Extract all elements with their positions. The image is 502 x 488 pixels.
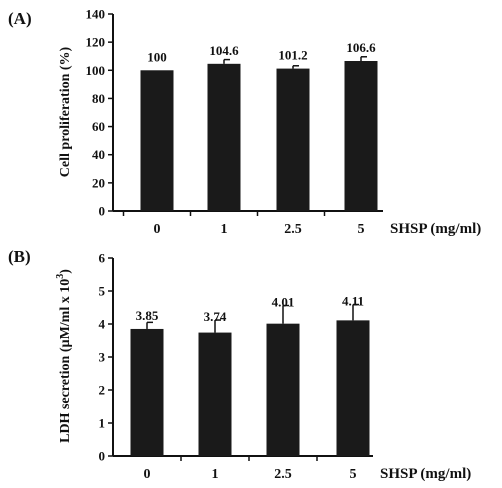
bar-b bbox=[130, 328, 164, 456]
x-axis-label-b: SHSP (mg/ml) bbox=[380, 466, 471, 482]
y-tick-label-a: 40 bbox=[92, 147, 105, 162]
x-tick-label-b: 0 bbox=[144, 467, 151, 482]
data-label-a: 101.2 bbox=[278, 48, 307, 63]
y-tick-label-b: 5 bbox=[99, 284, 106, 299]
y-axis-label-b: LDH secretion (µM/ml x 103) bbox=[55, 269, 73, 443]
bar-a bbox=[207, 63, 241, 211]
data-label-a: 106.6 bbox=[346, 40, 376, 55]
data-label-b: 3.74 bbox=[204, 309, 227, 324]
y-tick-label-a: 60 bbox=[92, 119, 105, 134]
y-tick-label-b: 0 bbox=[99, 449, 106, 464]
y-tick-label-a: 0 bbox=[99, 204, 106, 219]
panel-b: (B) LDH secretion (µM/ml x 103) SHSP (mg… bbox=[8, 247, 471, 482]
panel-b-marks: 0 1 2 3 4 5 6 3.85 0 3.74 1 4.01 2.5 4.11 5 bbox=[99, 251, 373, 482]
x-tick-label-a: 0 bbox=[154, 222, 161, 237]
data-label-a: 104.6 bbox=[209, 43, 239, 58]
y-axis-label-b-end: ) bbox=[58, 269, 73, 274]
panel-a: (A) Cell proliferation (%) SHSP (mg/ml) … bbox=[8, 7, 481, 238]
y-axis-label-b-main: LDH secretion (µM/ml x 10 bbox=[58, 279, 73, 443]
x-tick-label-b: 2.5 bbox=[274, 467, 292, 482]
x-tick-label-a: 5 bbox=[358, 222, 365, 237]
data-label-b: 4.11 bbox=[342, 294, 364, 309]
data-label-b: 4.01 bbox=[272, 295, 295, 310]
y-tick-label-b: 4 bbox=[99, 317, 106, 332]
x-tick-label-b: 5 bbox=[350, 467, 357, 482]
bar-b bbox=[266, 323, 300, 456]
bar-b bbox=[336, 320, 370, 456]
bar-a bbox=[344, 60, 378, 212]
bar-a bbox=[140, 70, 174, 212]
y-axis-label-b-sup: 3 bbox=[55, 274, 66, 279]
data-label-a: 100 bbox=[147, 49, 167, 64]
y-axis-label-a: Cell proliferation (%) bbox=[58, 46, 73, 177]
y-tick-label-b: 2 bbox=[99, 383, 106, 398]
y-tick-label-b: 6 bbox=[99, 251, 106, 266]
y-tick-label-a: 80 bbox=[92, 91, 105, 106]
x-tick-label-a: 1 bbox=[221, 222, 228, 237]
x-axis-label-a: SHSP (mg/ml) bbox=[390, 221, 481, 237]
y-tick-label-b: 1 bbox=[99, 416, 106, 431]
bar-a bbox=[276, 68, 310, 212]
y-tick-label-b: 3 bbox=[99, 350, 106, 365]
bar-b bbox=[198, 332, 232, 456]
data-label-b: 3.85 bbox=[136, 308, 159, 323]
x-tick-label-a: 2.5 bbox=[284, 222, 302, 237]
y-tick-label-a: 120 bbox=[86, 35, 106, 50]
panel-label-b: (B) bbox=[8, 247, 31, 266]
x-tick-label-b: 1 bbox=[212, 467, 219, 482]
panel-label-a: (A) bbox=[8, 9, 32, 28]
panel-a-marks: 0 20 40 60 80 100 120 140 100 0 104.6 1 101.2 2.5 106.… bbox=[86, 7, 383, 237]
y-tick-label-a: 140 bbox=[86, 7, 106, 22]
y-tick-label-a: 20 bbox=[92, 175, 105, 190]
y-tick-label-a: 100 bbox=[86, 63, 106, 78]
